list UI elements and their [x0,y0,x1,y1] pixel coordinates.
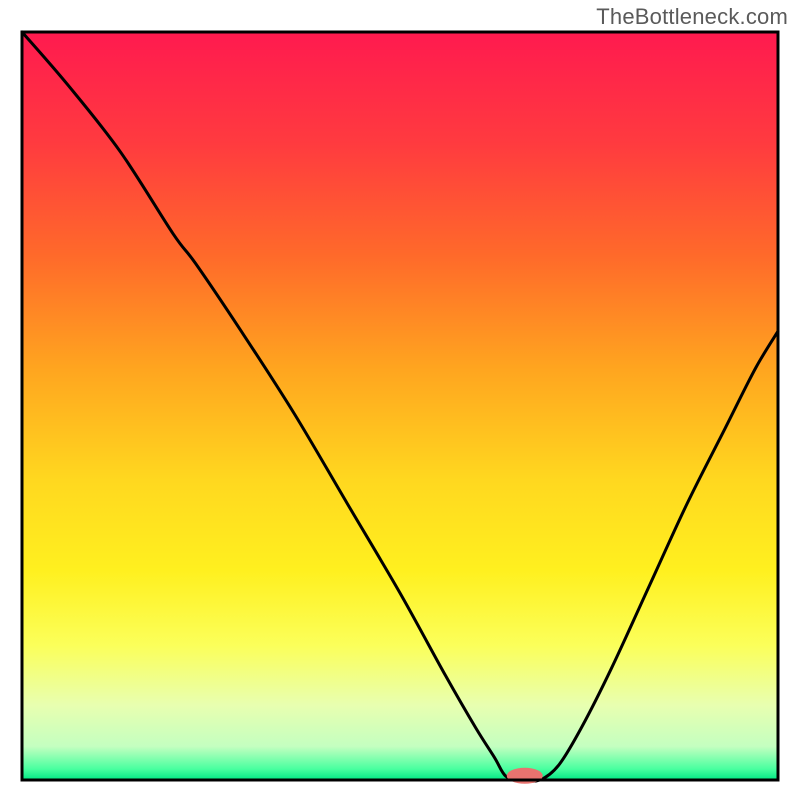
chart-container: TheBottleneck.com [0,0,800,800]
watermark-text: TheBottleneck.com [596,4,788,30]
bottleneck-chart [0,0,800,800]
plot-background [22,32,778,780]
